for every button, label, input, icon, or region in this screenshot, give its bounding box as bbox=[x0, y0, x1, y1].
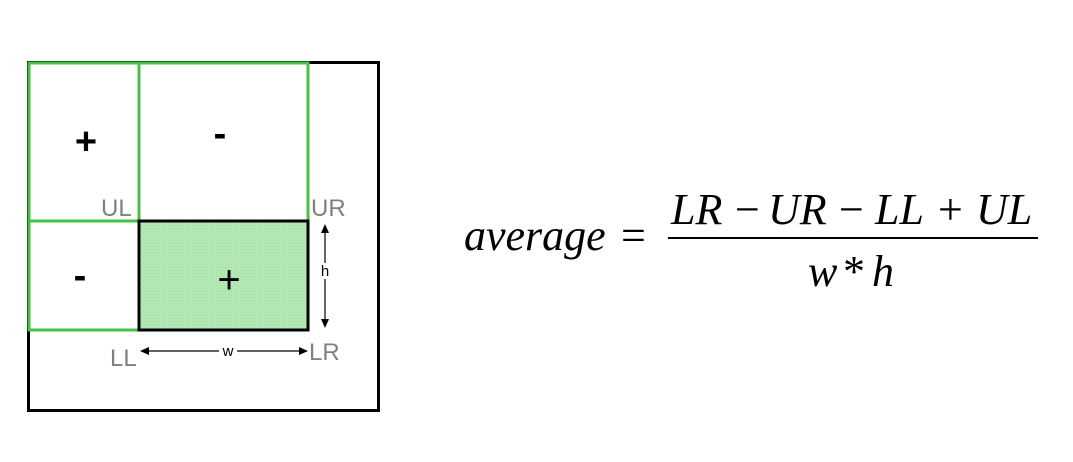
height-label: h bbox=[321, 263, 329, 280]
formula-op-minus-2: − bbox=[839, 185, 864, 234]
formula-op-minus-1: − bbox=[735, 185, 760, 234]
formula-denominator-w: w bbox=[808, 247, 838, 296]
corner-label-ll: LL bbox=[110, 345, 137, 372]
width-label: w bbox=[222, 343, 234, 360]
average-formula: average = LR − UR − LL + UL w * h bbox=[464, 185, 1038, 296]
formula-term-ul: UL bbox=[976, 185, 1032, 234]
target-sign: + bbox=[217, 258, 240, 302]
formula-term-ur: UR bbox=[768, 185, 827, 234]
formula-lhs: average bbox=[464, 211, 606, 260]
upper-left-sign: + bbox=[75, 121, 97, 163]
target-region-border bbox=[137, 219, 310, 332]
formula-op-plus: + bbox=[938, 185, 963, 234]
formula-term-ll: LL bbox=[874, 185, 924, 234]
formula-term-lr: LR bbox=[670, 185, 722, 234]
height-arrow bbox=[318, 224, 332, 328]
lower-left-sign: - bbox=[74, 255, 87, 297]
formula-denominator-h: h bbox=[872, 247, 894, 296]
upper-right-sign: - bbox=[214, 113, 227, 155]
corner-label-ul: UL bbox=[101, 195, 132, 222]
formula-equals: = bbox=[621, 211, 646, 260]
width-arrow bbox=[140, 343, 308, 358]
corner-label-ur: UR bbox=[311, 195, 346, 222]
corner-label-lr: LR bbox=[309, 339, 340, 366]
target-region-fill bbox=[139, 221, 308, 330]
formula-denominator-op: * bbox=[843, 247, 865, 296]
